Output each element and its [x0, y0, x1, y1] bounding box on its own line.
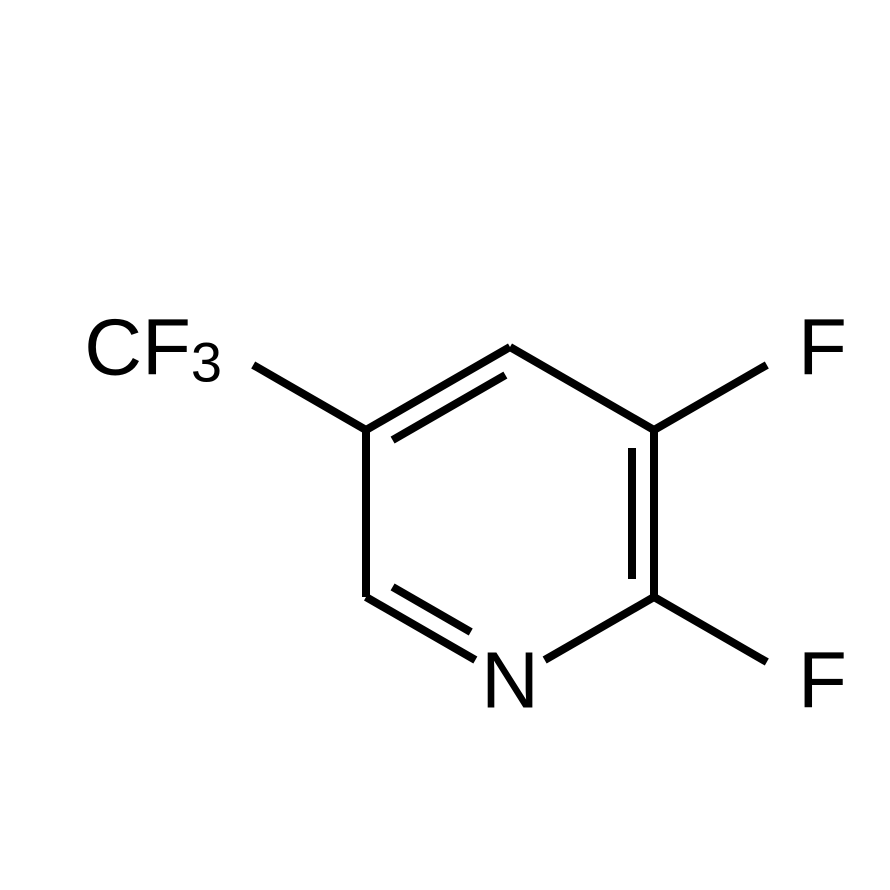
bond	[654, 365, 767, 430]
bond	[654, 597, 767, 662]
bond	[253, 365, 366, 430]
atom-label-cf3: CF3	[84, 303, 222, 393]
molecule-diagram: N F F CF3	[0, 0, 890, 890]
atom-label-n: N	[481, 636, 539, 725]
bond	[510, 347, 654, 430]
atom-label-f3: F	[798, 303, 847, 392]
atom-label-f2: F	[798, 636, 847, 725]
bond	[545, 597, 654, 660]
bond	[393, 587, 471, 632]
